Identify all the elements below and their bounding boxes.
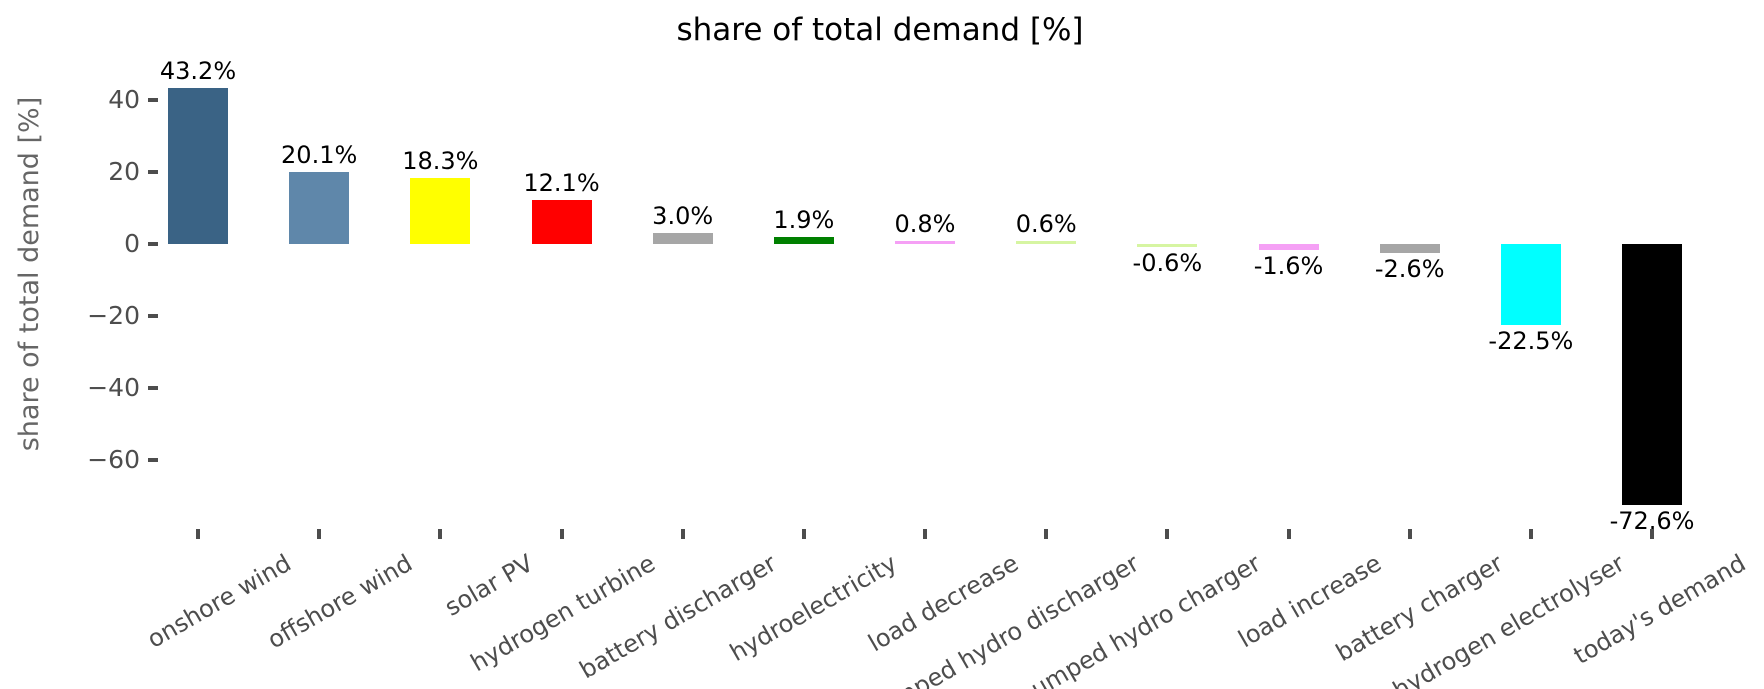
x-tick-label: solar PV: [440, 549, 539, 622]
x-tick: [559, 529, 564, 539]
x-tick: [1044, 529, 1049, 539]
bar-battery-discharger: [652, 233, 713, 244]
x-tick: [1650, 529, 1655, 539]
y-tick: [148, 314, 158, 318]
bar-value-label: 20.1%: [281, 140, 358, 169]
bar-value-label: 1.9%: [773, 206, 835, 235]
x-tick: [1165, 529, 1170, 539]
x-tick: [1528, 529, 1533, 539]
bar-battery-charger: [1379, 244, 1440, 254]
y-tick-label: 40: [108, 85, 140, 114]
bar-offshore-wind: [289, 171, 350, 244]
y-tick-label: −20: [87, 301, 140, 330]
chart-title: share of total demand [%]: [676, 12, 1084, 48]
bar-value-label: 12.1%: [523, 169, 600, 198]
bar-load-decrease: [895, 241, 956, 244]
bar-pumped-hydro-charger: [1137, 244, 1198, 247]
bar-hydrogen-electrolyser: [1500, 244, 1561, 325]
x-tick-label: battery discharger: [574, 549, 781, 685]
bar-value-label: 0.8%: [894, 210, 956, 238]
x-tick: [923, 529, 928, 539]
y-tick: [148, 242, 158, 246]
bar-onshore-wind: [168, 88, 228, 244]
bar-value-label: -2.6%: [1374, 255, 1445, 284]
x-tick: [196, 529, 200, 539]
x-tick: [438, 529, 443, 539]
bar-value-label: 18.3%: [402, 147, 479, 176]
x-tick: [680, 529, 685, 539]
y-tick-label: 0: [124, 229, 140, 258]
y-tick-label: −60: [87, 445, 140, 474]
bar-value-label: 3.0%: [652, 202, 714, 231]
bar-value-label: 0.6%: [1015, 210, 1077, 238]
y-tick-label: −40: [87, 373, 140, 402]
bar-hydrogen-turbine: [531, 200, 592, 244]
bar-value-label: -1.6%: [1253, 251, 1324, 280]
x-tick: [1407, 529, 1412, 539]
x-tick: [317, 529, 322, 539]
y-tick: [148, 98, 158, 102]
bar-value-label: -0.6%: [1132, 249, 1203, 277]
bar-solar-pv: [410, 178, 471, 244]
y-tick: [148, 170, 158, 174]
bar-value-label: -22.5%: [1488, 327, 1574, 355]
bar-hydroelectricity: [773, 237, 834, 244]
x-tick: [801, 529, 806, 539]
bar-value-label: 43.2%: [159, 57, 237, 86]
y-tick: [148, 458, 158, 462]
bar-pumped-hydro-discharger: [1016, 241, 1077, 244]
x-tick: [1286, 529, 1291, 539]
bar-load-increase: [1258, 244, 1319, 250]
bar-today-s-demand: [1622, 244, 1683, 506]
y-tick: [148, 386, 158, 390]
y-tick-label: 20: [108, 157, 140, 186]
